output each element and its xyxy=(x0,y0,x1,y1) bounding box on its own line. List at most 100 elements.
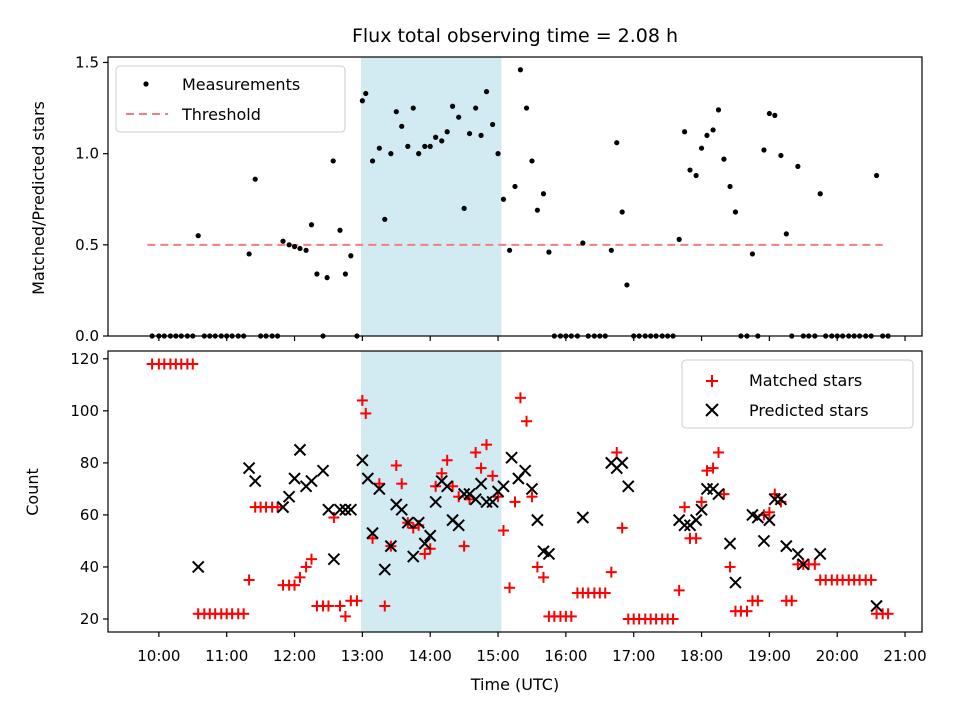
matched-star-marker xyxy=(521,415,533,427)
predicted-star-marker xyxy=(333,503,347,516)
predicted-star-marker xyxy=(316,464,330,477)
measurement-point xyxy=(456,114,462,120)
predicted-star-marker xyxy=(678,519,691,532)
bottom-y-tick-label: 80 xyxy=(80,454,99,472)
measurement-point xyxy=(303,247,309,253)
matched-star-marker xyxy=(599,587,611,599)
matched-star-marker xyxy=(701,465,713,477)
predicted-star-marker xyxy=(729,576,742,589)
top-legend: Measurements Threshold xyxy=(115,65,346,133)
matched-star-marker xyxy=(447,480,459,492)
matched-star-marker xyxy=(373,478,385,490)
measurement-point xyxy=(523,105,530,111)
matched-star-marker xyxy=(565,610,577,622)
top-panel: 0.0 0.5 1.0 1.5 Matched/Predicted stars Mea… xyxy=(29,53,923,345)
measurement-point xyxy=(710,127,716,133)
measurement-point xyxy=(308,222,315,228)
measurement-point xyxy=(608,247,614,253)
top-plot-frame xyxy=(107,56,923,337)
measurement-point xyxy=(676,236,682,242)
measurement-point xyxy=(314,271,320,277)
matched-star-marker xyxy=(351,595,363,607)
matched-star-marker xyxy=(436,467,448,479)
measurement-point xyxy=(410,105,416,111)
predicted-star-marker xyxy=(339,503,352,516)
measurement-point xyxy=(246,251,252,257)
matched-star-marker xyxy=(481,439,493,451)
predicted-star-marker xyxy=(474,477,488,490)
matched-star-marker xyxy=(605,566,617,578)
bottom-y-axis-label: Count xyxy=(23,468,42,516)
measurement-point xyxy=(466,130,473,137)
measurement-point xyxy=(817,191,823,197)
measurement-point xyxy=(517,67,524,73)
predicted-star-marker xyxy=(774,493,788,506)
measurement-point xyxy=(291,244,298,250)
x-tick-label: 15:00 xyxy=(476,647,519,665)
measurement-point xyxy=(359,98,365,104)
measurement-point xyxy=(529,158,535,164)
matched-star-marker xyxy=(786,595,798,607)
measurement-point xyxy=(348,253,354,259)
measurement-point xyxy=(495,151,501,157)
matched-star-marker xyxy=(289,579,301,591)
x-tick-label: 12:00 xyxy=(273,647,316,665)
matched-star-marker xyxy=(379,600,391,612)
predicted-star-marker xyxy=(723,537,737,550)
matched-star-marker xyxy=(531,561,543,573)
x-tick-label: 18:00 xyxy=(680,647,723,665)
predicted-star-marker xyxy=(469,493,482,506)
matched-star-marker xyxy=(294,571,306,583)
measurement-point xyxy=(500,196,507,202)
predicted-star-marker xyxy=(378,563,391,576)
measurement-point xyxy=(783,231,789,237)
measurement-point xyxy=(363,90,369,97)
legend-measurements-label: Measurements xyxy=(182,75,300,94)
x-tick-label: 11:00 xyxy=(205,647,248,665)
bottom-legend-box xyxy=(681,359,914,429)
measurement-point xyxy=(427,143,433,149)
matched-star-markers xyxy=(146,358,894,625)
matched-star-marker xyxy=(696,496,708,508)
predicted-star-marker xyxy=(531,513,544,527)
predicted-star-marker xyxy=(870,599,883,613)
matched-star-marker xyxy=(537,571,549,583)
predicted-star-marker xyxy=(576,511,590,524)
measurement-point xyxy=(580,240,586,246)
predicted-star-marker xyxy=(457,487,471,501)
predicted-star-marker xyxy=(505,451,518,464)
predicted-star-marker xyxy=(366,526,379,540)
bottom-y-axis: 20 40 60 80 100 120 xyxy=(70,350,108,628)
bottom-panel: 20 40 60 80 100 120 10:00 11:00 12:00 13:00 14:00… xyxy=(23,350,927,694)
matched-star-marker xyxy=(809,558,821,570)
predicted-star-marker xyxy=(373,482,386,496)
matched-star-marker xyxy=(616,522,628,534)
matched-star-marker xyxy=(322,600,334,612)
measurement-point xyxy=(252,176,258,182)
bottom-legend: Matched stars Predicted stars xyxy=(681,359,914,429)
x-tick-label: 10:00 xyxy=(137,647,180,665)
predicted-star-marker xyxy=(814,547,827,561)
top-y-tick-label: 0.0 xyxy=(75,327,99,345)
bottom-y-tick-label: 20 xyxy=(80,610,99,628)
measurement-point xyxy=(399,123,405,129)
predicted-star-marker xyxy=(751,511,765,524)
x-tick-label: 19:00 xyxy=(748,647,791,665)
matched-star-marker xyxy=(611,446,623,458)
predicted-star-marker xyxy=(412,516,425,529)
predicted-star-marker xyxy=(695,503,708,516)
measurement-point xyxy=(422,143,428,149)
measurement-point xyxy=(681,129,688,135)
matched-star-marker xyxy=(667,613,679,625)
bottom-y-tick-label: 40 xyxy=(80,558,99,576)
x-axis-label: Time (UTC) xyxy=(470,675,559,694)
measurement-point xyxy=(324,275,330,281)
predicted-star-marker xyxy=(424,529,437,542)
predicted-star-marker xyxy=(418,537,431,550)
top-y-axis-label: Matched/Predicted stars xyxy=(29,101,48,295)
predicted-star-marker xyxy=(242,461,256,475)
matched-star-marker xyxy=(673,584,685,596)
predicted-star-marker xyxy=(486,495,499,509)
matched-star-marker xyxy=(763,506,775,518)
measurement-point xyxy=(330,158,336,164)
